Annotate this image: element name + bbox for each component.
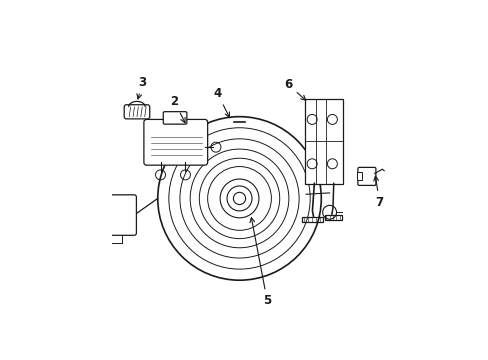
FancyBboxPatch shape — [357, 167, 375, 185]
FancyBboxPatch shape — [163, 112, 186, 124]
Text: 2: 2 — [170, 95, 184, 123]
FancyBboxPatch shape — [124, 105, 149, 119]
Text: 6: 6 — [284, 78, 305, 100]
Text: 5: 5 — [249, 218, 271, 307]
Text: 3: 3 — [137, 76, 146, 99]
Text: 4: 4 — [213, 87, 229, 117]
FancyBboxPatch shape — [305, 99, 342, 184]
FancyBboxPatch shape — [85, 195, 136, 235]
Text: 1: 1 — [0, 359, 1, 360]
FancyBboxPatch shape — [143, 120, 207, 165]
FancyBboxPatch shape — [356, 172, 361, 180]
Text: 7: 7 — [373, 176, 383, 209]
